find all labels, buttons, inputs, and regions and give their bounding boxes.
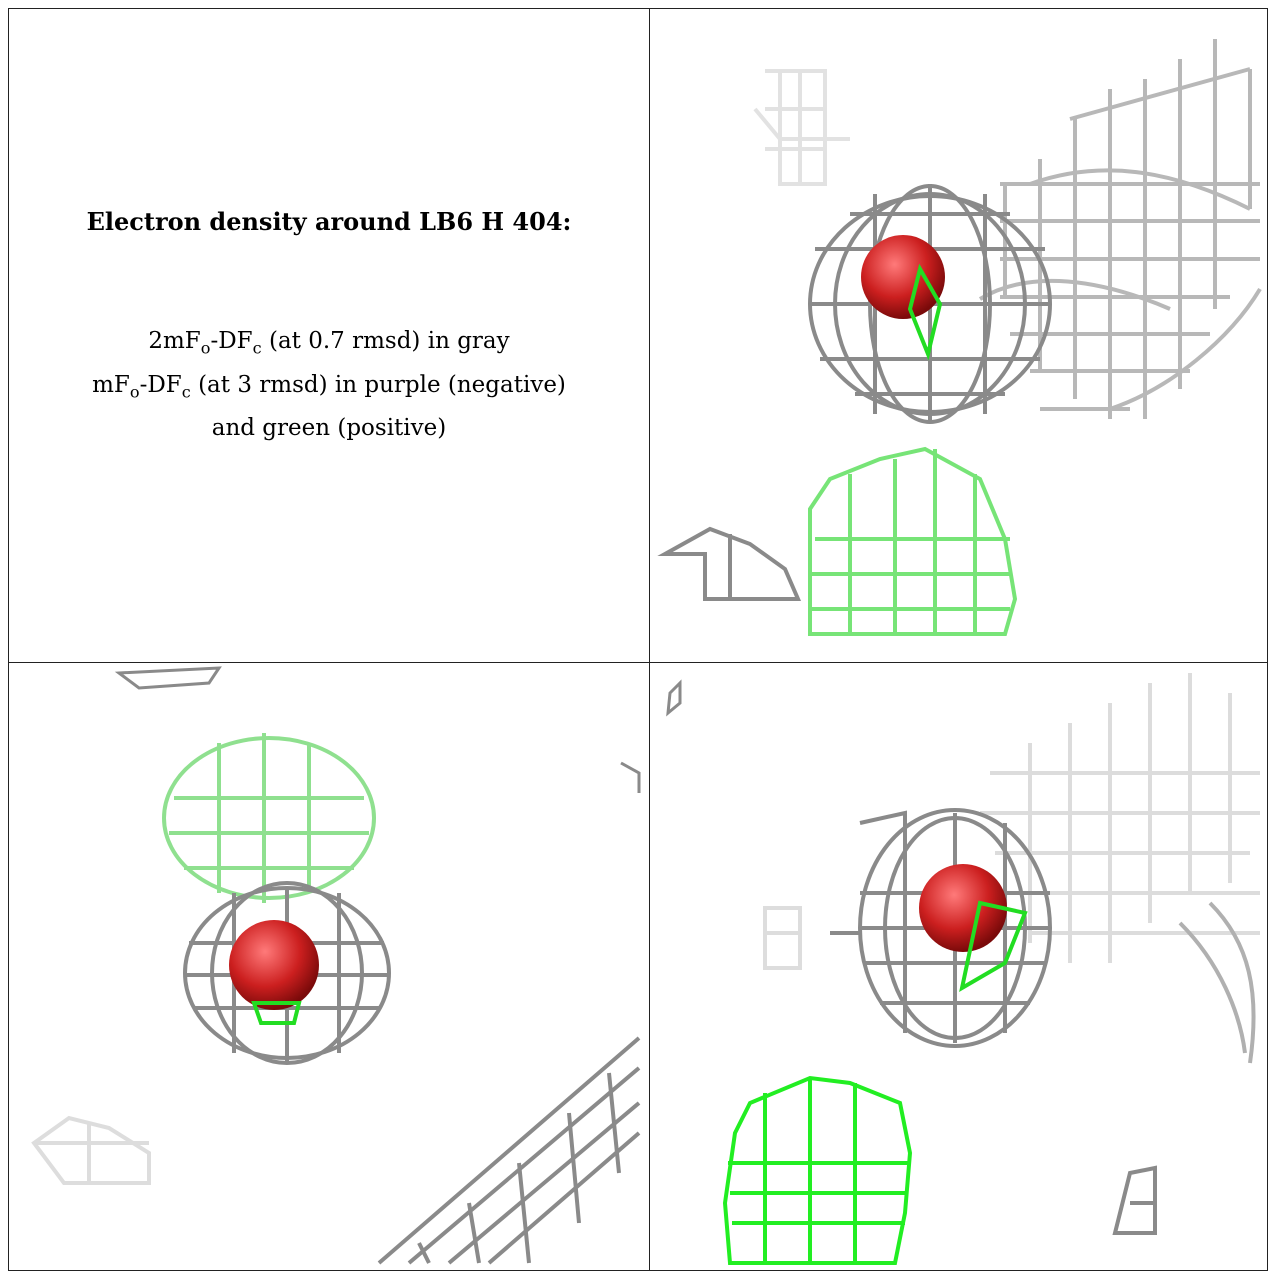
map-legend: 2mFo-DFc (at 0.7 rmsd) in gray mFo-DFc (… [9, 323, 649, 446]
density-view-bottom-right [650, 663, 1268, 1271]
green-mesh-small [959, 900, 1028, 992]
density-view-top-right [650, 9, 1268, 662]
gray-mesh-edge [620, 761, 641, 793]
faint-mesh-large [980, 673, 1260, 963]
green-mesh-bottom [808, 446, 1018, 636]
density-view-1-svg [657, 39, 1262, 636]
legend-line2-prefix: mF [92, 371, 130, 398]
green-mesh-small [251, 1001, 302, 1025]
green-mesh-upper [162, 733, 376, 903]
atom-sphere [919, 864, 1007, 952]
density-view-bottom-left [9, 663, 649, 1271]
faint-mesh [753, 69, 850, 186]
gray-mesh-right [1178, 901, 1256, 1064]
legend-line1-suffix: (at 0.7 rmsd) in gray [261, 328, 510, 354]
legend-line2-sub1: o [129, 382, 140, 402]
gray-mesh-fragment [657, 526, 802, 601]
legend-line2-mid: -DF [139, 371, 182, 398]
legend-line1-mid: -DF [210, 328, 253, 354]
gray-mesh-large [978, 39, 1262, 419]
faint-mesh-left [763, 906, 802, 970]
legend-line-2mfo: 2mFo-DFc (at 0.7 rmsd) in gray [9, 323, 649, 367]
green-mesh-bottom [722, 1075, 913, 1265]
green-mesh-small [907, 263, 943, 361]
figure-frame [8, 8, 1268, 1271]
caption-panel: Electron density around LB6 H 404: 2mFo-… [9, 9, 649, 662]
atom-sphere [861, 235, 945, 319]
legend-line1-prefix: 2mF [148, 328, 201, 354]
gray-cage [183, 881, 391, 1065]
legend-line2-sub2: c [181, 382, 191, 402]
legend-line-green: and green (positive) [211, 415, 447, 442]
figure-title: Electron density around LB6 H 404: [86, 207, 572, 236]
gray-mesh-fragment-small [1112, 1165, 1157, 1235]
legend-line-mfo: mFo-DFc (at 3 rmsd) in purple (negative) [9, 367, 649, 411]
legend-line1-sub1: o [200, 338, 211, 358]
legend-line2-suffix: (at 3 rmsd) in purple (negative) [190, 371, 566, 398]
faint-mesh [31, 1115, 151, 1185]
legend-line1-sub2: c [252, 338, 262, 358]
density-view-2-svg [31, 666, 641, 1265]
gray-mesh-top-fragment [114, 666, 222, 690]
gray-mesh-diagonal [377, 1036, 641, 1265]
grid-divider-vertical [649, 8, 650, 1271]
gray-mesh-edge [666, 679, 682, 717]
density-view-3-svg [666, 673, 1260, 1265]
grid-divider-horizontal [8, 662, 1268, 663]
atom-sphere [229, 920, 319, 1010]
